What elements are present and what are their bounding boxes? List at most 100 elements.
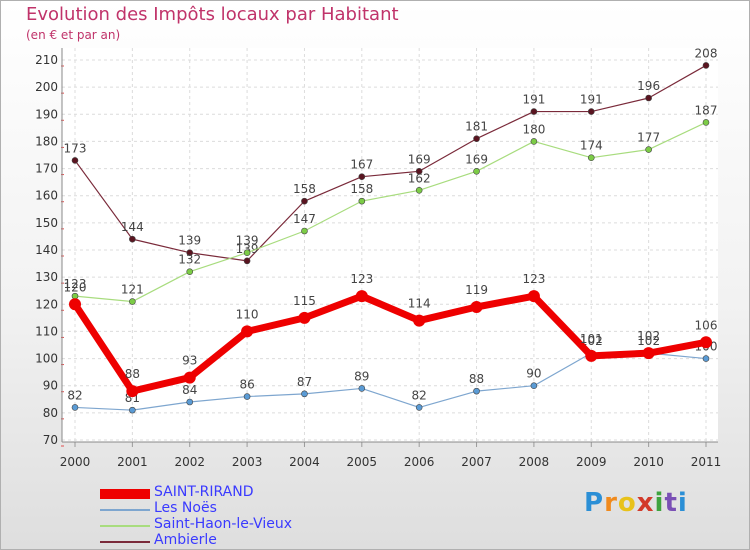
data-point [69,298,81,311]
x-tick-label: 2008 [519,455,550,469]
data-label: 139 [178,234,201,248]
data-point [530,138,538,145]
data-label: 187 [695,103,718,117]
data-label: 102 [637,334,660,348]
data-label: 86 [239,378,254,392]
data-label: 115 [293,294,316,308]
data-label: 132 [178,253,201,267]
y-tick-label: 90 [43,379,58,393]
data-point [530,382,538,390]
legend-swatch [100,489,150,499]
y-tick-label: 200 [35,80,58,94]
data-point [129,406,136,414]
data-point [71,157,79,164]
logo-letter: x [636,488,655,518]
data-label: 158 [293,182,316,196]
legend-swatch [100,525,150,527]
y-tick-label: 130 [35,270,58,284]
logo-letter: i [654,488,665,518]
y-tick-label: 180 [35,134,58,148]
data-label: 208 [695,46,718,60]
data-label: 110 [236,307,259,321]
data-point [473,135,480,143]
data-point [129,235,136,243]
x-tick-label: 2003 [232,455,263,469]
data-label: 114 [408,297,431,311]
data-label: 88 [469,372,484,386]
data-label: 90 [526,367,541,381]
data-point [473,167,480,175]
data-label: 139 [236,242,259,256]
data-label: 180 [522,122,545,136]
y-tick-label: 210 [35,53,58,67]
data-point [702,355,710,362]
y-tick-label: 80 [43,406,58,420]
data-label: 123 [350,272,373,286]
x-tick-label: 2007 [461,455,492,469]
x-tick-label: 2002 [174,455,205,469]
y-tick-label: 190 [35,107,58,121]
logo-letter: r [604,488,618,518]
y-tick-label: 140 [35,243,58,257]
data-point [301,197,308,205]
data-label: 88 [125,367,140,381]
logo-letter: P [584,488,605,518]
data-point [71,404,79,411]
data-label: 177 [637,131,660,145]
x-tick-label: 2004 [289,455,320,469]
data-label: 181 [465,120,488,134]
legend-swatch [100,509,150,511]
x-tick-label: 2006 [404,455,435,469]
series-line-ambierle [74,64,707,262]
x-tick-label: 2009 [576,455,607,469]
data-point [470,301,483,313]
chart-subtitle: (en € et par an) [26,28,121,42]
x-tick-label: 2001 [117,455,148,469]
data-point [355,290,368,303]
data-label: 84 [182,383,197,397]
data-point [585,349,598,362]
data-point [183,371,196,384]
data-point [126,385,139,398]
data-label: 82 [412,388,427,402]
data-point [527,290,540,303]
data-label: 169 [465,152,488,166]
data-label: 101 [580,332,603,346]
legend-label: SAINT-RIRAND [154,484,254,500]
data-point [298,311,311,324]
y-tick-label: 110 [35,324,58,338]
data-point [413,314,426,327]
data-point [186,268,194,276]
logo-letter: o [617,488,637,518]
data-point [186,249,194,257]
x-tick-label: 2000 [60,455,91,469]
data-point [243,393,251,400]
data-point [645,94,652,102]
legend-label: Les Noës [154,500,217,516]
data-point [241,325,254,338]
data-label: 123 [522,272,545,286]
data-label: 174 [580,139,603,153]
data-point [645,146,652,153]
data-label: 119 [465,283,488,297]
y-tick-label: 170 [35,162,58,176]
y-tick-label: 70 [43,433,58,447]
logo-letter: t [664,488,678,518]
data-point [702,119,710,126]
data-label: 169 [408,152,431,166]
data-label: 158 [350,182,373,196]
data-point [301,390,308,398]
data-point [700,336,712,349]
data-label: 147 [293,212,316,226]
y-tick-label: 160 [35,189,58,203]
data-point [358,173,366,181]
data-point [473,387,480,395]
y-tick-label: 150 [35,216,58,230]
data-label: 191 [580,93,603,107]
data-point [587,154,595,162]
data-label: 144 [121,220,144,234]
data-label: 191 [522,93,545,107]
data-point [358,197,366,205]
logo-letter: i [677,488,688,518]
